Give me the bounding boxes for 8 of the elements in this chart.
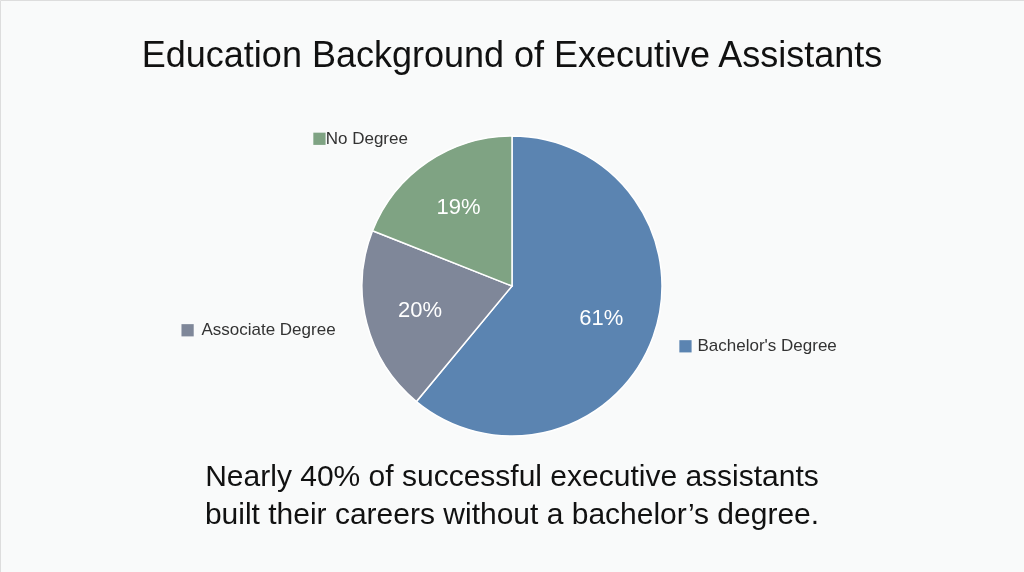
chart-title: Education Background of Executive Assistants (141, 34, 883, 75)
legend-label: No Degree (325, 128, 408, 148)
data-label: 20% (397, 296, 443, 322)
text: Nearly 40% of successful executive assistants built their careers without a bachelor’s degree. (204, 459, 820, 530)
data-label: 19% (436, 194, 481, 220)
data-label: 61% (579, 305, 624, 331)
legend-label: Associate Degree (201, 320, 336, 340)
legend-label: Bachelor's Degree (697, 336, 837, 356)
